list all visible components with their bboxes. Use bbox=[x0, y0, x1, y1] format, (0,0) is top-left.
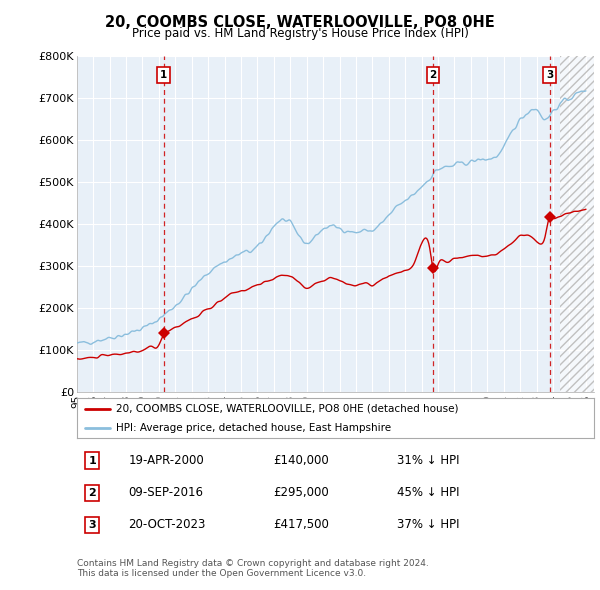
Text: 09-SEP-2016: 09-SEP-2016 bbox=[128, 486, 203, 499]
Text: 3: 3 bbox=[89, 520, 96, 530]
Text: Price paid vs. HM Land Registry's House Price Index (HPI): Price paid vs. HM Land Registry's House … bbox=[131, 27, 469, 40]
Text: 20-OCT-2023: 20-OCT-2023 bbox=[128, 518, 206, 531]
Text: 20, COOMBS CLOSE, WATERLOOVILLE, PO8 0HE (detached house): 20, COOMBS CLOSE, WATERLOOVILLE, PO8 0HE… bbox=[116, 404, 458, 414]
Text: 1: 1 bbox=[160, 70, 167, 80]
Text: 3: 3 bbox=[546, 70, 553, 80]
Text: 2: 2 bbox=[430, 70, 437, 80]
Text: 19-APR-2000: 19-APR-2000 bbox=[128, 454, 204, 467]
Text: £295,000: £295,000 bbox=[274, 486, 329, 499]
Text: £140,000: £140,000 bbox=[274, 454, 329, 467]
Text: This data is licensed under the Open Government Licence v3.0.: This data is licensed under the Open Gov… bbox=[77, 569, 366, 578]
Bar bbox=[560, 56, 600, 392]
Text: 45% ↓ HPI: 45% ↓ HPI bbox=[397, 486, 460, 499]
Text: 1: 1 bbox=[88, 455, 96, 466]
Text: 20, COOMBS CLOSE, WATERLOOVILLE, PO8 0HE: 20, COOMBS CLOSE, WATERLOOVILLE, PO8 0HE bbox=[105, 15, 495, 30]
Text: 37% ↓ HPI: 37% ↓ HPI bbox=[397, 518, 460, 531]
Text: £417,500: £417,500 bbox=[274, 518, 329, 531]
Text: 31% ↓ HPI: 31% ↓ HPI bbox=[397, 454, 460, 467]
Text: HPI: Average price, detached house, East Hampshire: HPI: Average price, detached house, East… bbox=[116, 423, 391, 432]
Bar bbox=[560, 56, 600, 392]
Text: Contains HM Land Registry data © Crown copyright and database right 2024.: Contains HM Land Registry data © Crown c… bbox=[77, 559, 428, 568]
Text: 2: 2 bbox=[88, 488, 96, 497]
